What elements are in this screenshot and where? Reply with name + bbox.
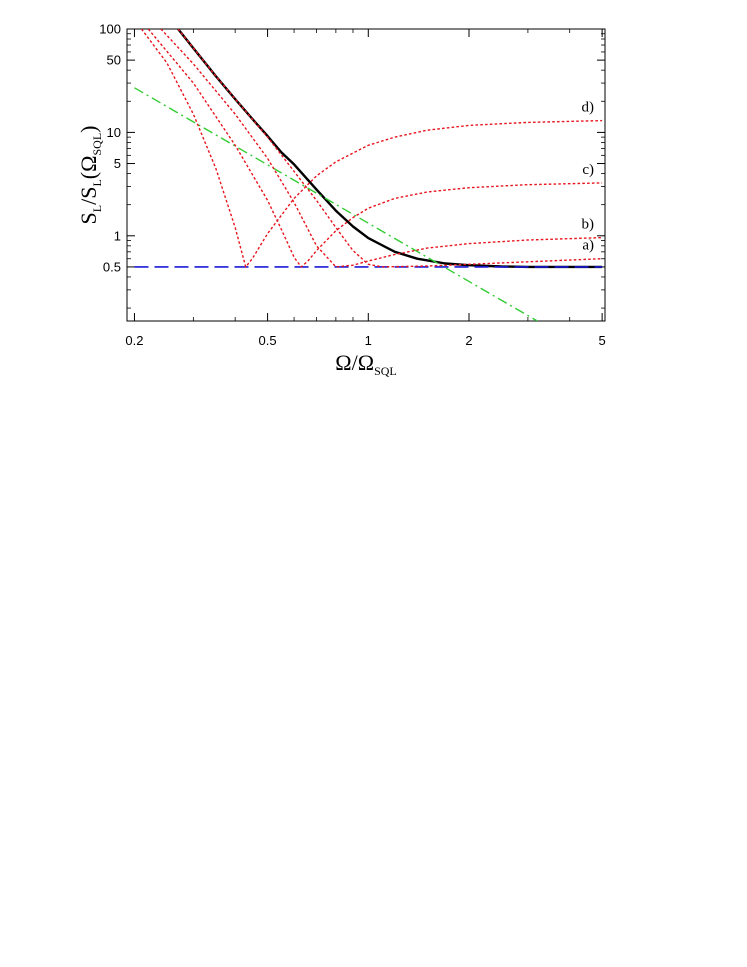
x-axis-title-sub: SQL xyxy=(374,364,397,378)
curve-label-c: c) xyxy=(582,162,594,178)
ticks xyxy=(127,28,605,321)
y-tick-label-1: 1 xyxy=(114,228,121,243)
y-axis-title-sub3: SQL xyxy=(90,133,104,156)
curve-a xyxy=(177,29,603,268)
curve-c xyxy=(147,29,603,268)
curve-labels: a) b) c) d) xyxy=(582,100,595,254)
x-tick-label-2: 1 xyxy=(365,333,372,348)
plot-frame xyxy=(126,28,606,322)
y-axis-title: SL/SL(ΩSQL) xyxy=(76,126,104,225)
y-tick-label-0: 0.5 xyxy=(103,259,121,274)
curve-0 xyxy=(177,29,603,269)
curve-label-d: d) xyxy=(582,100,595,116)
y-tick-label-3: 10 xyxy=(107,125,121,140)
x-tick-label-1: 0.5 xyxy=(259,333,277,348)
curve-2 xyxy=(134,87,538,321)
y-axis-title-part4: ) xyxy=(76,126,101,133)
y-axis-title-part2: /S xyxy=(76,187,101,205)
curves xyxy=(134,29,603,321)
curve-d xyxy=(140,29,603,268)
y-axis-title-sub1: L xyxy=(90,205,104,212)
curve-label-b: b) xyxy=(582,217,595,233)
x-tick-label-0: 0.2 xyxy=(125,333,143,348)
x-tick-label-3: 2 xyxy=(465,333,472,348)
y-tick-label-5: 100 xyxy=(99,22,121,37)
y-axis-title-part3: (Ω xyxy=(76,156,101,180)
y-tick-label-4: 50 xyxy=(107,53,121,68)
curve-b xyxy=(160,29,603,268)
x-axis-title-main: Ω/Ω xyxy=(335,350,374,375)
x-tick-label-4: 5 xyxy=(599,333,606,348)
y-axis-title-part1: S xyxy=(76,212,101,224)
y-tick-label-2: 5 xyxy=(114,156,121,171)
x-axis-title: Ω/ΩSQL xyxy=(335,350,396,378)
curve-label-a: a) xyxy=(582,238,594,254)
tick-labels: 0.2 0.5 1 2 5 0.5 1 5 10 50 100 xyxy=(99,22,605,349)
y-axis-title-sub2: L xyxy=(90,179,104,186)
